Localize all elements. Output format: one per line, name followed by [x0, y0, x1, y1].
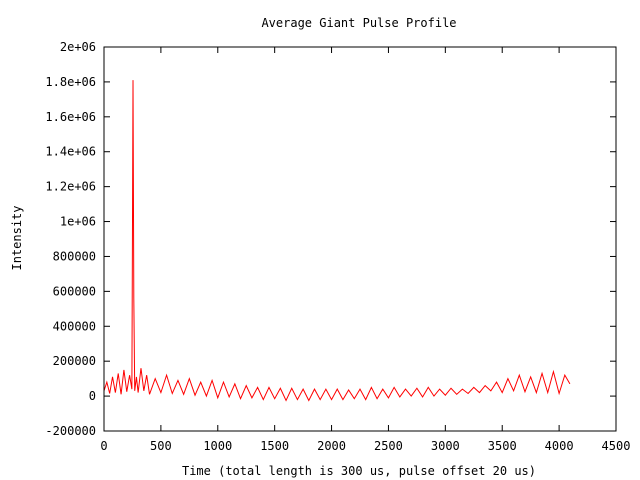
- y-tick-label: -200000: [45, 424, 96, 438]
- series-line: [103, 80, 571, 402]
- x-tick-label: 2000: [317, 439, 346, 453]
- x-tick-label: 1000: [203, 439, 232, 453]
- x-tick-label: 1500: [260, 439, 289, 453]
- y-tick-label: 800000: [53, 249, 96, 263]
- series-layer: [103, 80, 571, 402]
- chart-title: Average Giant Pulse Profile: [261, 16, 456, 30]
- y-tick-label: 1.6e+06: [45, 110, 96, 124]
- x-tick-label: 2500: [374, 439, 403, 453]
- x-tick-label: 4500: [602, 439, 631, 453]
- x-axis-title: Time (total length is 300 us, pulse offs…: [182, 464, 536, 478]
- y-axis-title: Intensity: [10, 205, 24, 270]
- y-tick-label: 200000: [53, 354, 96, 368]
- y-tick-label: 600000: [53, 284, 96, 298]
- x-tick-label: 4000: [545, 439, 574, 453]
- x-tick-label: 3000: [431, 439, 460, 453]
- y-tick-label: 1e+06: [60, 215, 96, 229]
- y-tick-label: 400000: [53, 319, 96, 333]
- y-tick-label: 1.8e+06: [45, 75, 96, 89]
- y-tick-label: 1.4e+06: [45, 145, 96, 159]
- y-tick-label: 2e+06: [60, 40, 96, 54]
- y-tick-label: 1.2e+06: [45, 180, 96, 194]
- x-tick-label: 500: [150, 439, 172, 453]
- ticks-layer: -200000 0 200000 400000 600000 800000 1e+06 1.2…: [45, 40, 630, 453]
- x-tick-label: 0: [100, 439, 107, 453]
- y-tick-label: 0: [89, 389, 96, 403]
- plot-border: [103, 46, 617, 432]
- x-tick-label: 3500: [488, 439, 517, 453]
